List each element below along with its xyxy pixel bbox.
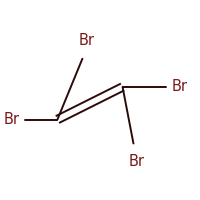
Text: Br: Br xyxy=(3,112,19,127)
Text: Br: Br xyxy=(79,33,95,48)
Text: Br: Br xyxy=(171,79,187,94)
Text: Br: Br xyxy=(129,154,145,169)
